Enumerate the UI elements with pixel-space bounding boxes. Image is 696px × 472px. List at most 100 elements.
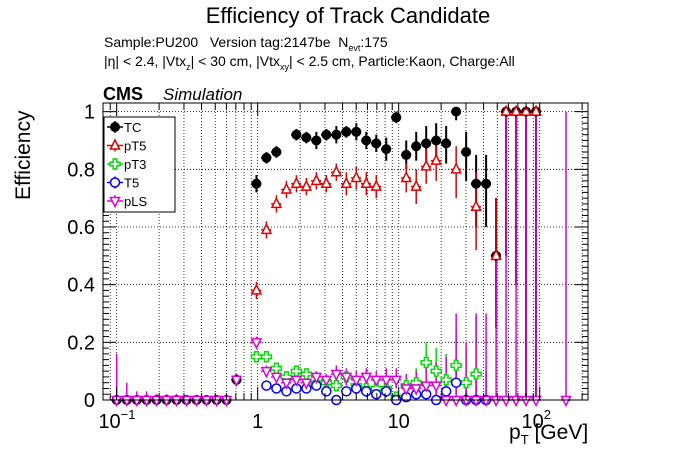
data-point-t5	[371, 388, 382, 400]
data-point-pt5	[350, 170, 363, 183]
error-bars	[111, 110, 571, 401]
x-tick-label: 1	[252, 411, 263, 433]
legend-marker	[109, 138, 121, 150]
data-point-pls	[560, 395, 572, 408]
data-point-t5	[341, 386, 352, 397]
nevt-label: N	[338, 34, 349, 50]
data-point-pls	[170, 395, 183, 408]
data-point-pt5	[400, 170, 412, 183]
data-point-t5	[440, 386, 452, 397]
data-point-pls	[270, 372, 283, 385]
legend-label: pT3	[124, 157, 146, 172]
y-tick-label: 0.6	[67, 217, 95, 239]
data-point-pt5	[510, 104, 522, 116]
chart-title: Efficiency of Track Candidate	[205, 3, 491, 28]
data-point-pt5	[420, 159, 432, 171]
data-point-pt5	[260, 222, 273, 235]
data-point-pls	[121, 395, 133, 408]
legend-marker	[109, 177, 121, 188]
data-point-tc	[451, 106, 462, 117]
data-point-pt5	[330, 165, 343, 177]
legend-marker	[110, 122, 120, 132]
data-point-pls	[370, 375, 382, 387]
data-point-pt5	[490, 248, 502, 261]
cut-xy-subscript: xy	[279, 61, 289, 72]
data-point-pls	[380, 375, 392, 387]
x-axis-label: pT [GeV]	[509, 421, 588, 447]
data-point-pt3	[430, 365, 442, 377]
data-point-pls	[530, 395, 542, 408]
data-point-pls	[360, 372, 373, 385]
data-point-pt3	[420, 356, 432, 369]
data-point-pls	[300, 378, 313, 390]
selection-cuts-line: |η| < 2.4, |Vtxz| < 30 cm, |Vtxxy| < 2.5…	[104, 53, 515, 72]
data-point-pls	[350, 375, 363, 387]
data-point-pls	[290, 375, 303, 387]
data-point-pt5	[360, 176, 373, 188]
data-point-pt3	[450, 359, 462, 372]
cms-label: CMS	[103, 84, 143, 104]
data-point-pt5	[270, 196, 283, 209]
data-point-tc	[291, 129, 302, 140]
data-point-pt5	[290, 176, 303, 188]
x-tick-label: 10	[521, 411, 543, 433]
data-point-tc	[471, 178, 482, 189]
data-point-pls	[410, 384, 422, 396]
legend: TC pT5 pT3 T5 pLS	[103, 116, 176, 213]
data-point-pt5	[280, 182, 293, 194]
data-point-pls	[140, 395, 153, 408]
data-point-tc	[481, 178, 492, 189]
data-point-pls	[210, 395, 223, 408]
data-point-t5	[450, 377, 462, 388]
data-point-t5	[381, 386, 392, 397]
x-tick-label: 10	[388, 411, 410, 433]
data-point-pls	[340, 372, 353, 385]
cut-mid: | < 30 cm, |Vtx	[190, 53, 280, 69]
data-point-pt5	[520, 104, 532, 116]
data-point-pls	[131, 395, 143, 408]
data-point-pls	[320, 375, 333, 387]
data-point-pt5	[320, 176, 333, 188]
legend-label: pT5	[124, 139, 146, 154]
y-tick-label: 0.4	[67, 275, 95, 297]
version-tag: Version tag:2147be	[209, 34, 331, 50]
data-point-pls	[390, 375, 402, 387]
data-point-pls	[450, 395, 462, 408]
data-point-tc	[271, 147, 282, 158]
data-point-pls	[510, 395, 522, 408]
data-point-pt3	[330, 379, 343, 392]
x-tick-label: 10	[98, 411, 120, 433]
data-point-pt3	[260, 350, 273, 363]
markers	[110, 104, 572, 408]
x-axis-label-subscript: T	[520, 432, 529, 448]
cut-eta: |η| < 2.4, |Vtx	[104, 53, 187, 69]
data-point-pt5	[250, 283, 263, 295]
cut-tail: | < 2.5 cm, Particle:Kaon, Charge:All	[288, 53, 515, 69]
data-point-pls	[160, 395, 173, 408]
legend-label: T5	[124, 176, 139, 191]
data-point-pt3	[300, 368, 313, 380]
sample-label: Sample:PU200	[104, 34, 199, 50]
data-point-pt3	[470, 368, 482, 380]
legend-label: TC	[124, 120, 141, 135]
legend-marker	[109, 196, 121, 209]
data-point-pls	[190, 395, 203, 408]
y-tick-label: 0	[84, 390, 95, 412]
data-point-pls	[430, 381, 442, 393]
data-point-pt5	[470, 199, 482, 212]
y-tick-label: 0.2	[67, 332, 95, 354]
data-point-pt5	[500, 104, 512, 116]
data-point-pls	[420, 381, 432, 393]
data-point-tc	[361, 135, 372, 146]
data-point-tc	[351, 126, 362, 137]
data-point-pt5	[300, 179, 313, 191]
data-point-pls	[230, 375, 243, 387]
data-point-tc	[251, 178, 262, 189]
data-point-tc	[261, 152, 272, 163]
data-point-pls	[310, 372, 323, 385]
data-point-tc	[441, 138, 452, 149]
data-point-pls	[200, 395, 213, 408]
data-point-pls	[440, 395, 452, 408]
x-axis-label-unit: [GeV]	[528, 421, 589, 444]
